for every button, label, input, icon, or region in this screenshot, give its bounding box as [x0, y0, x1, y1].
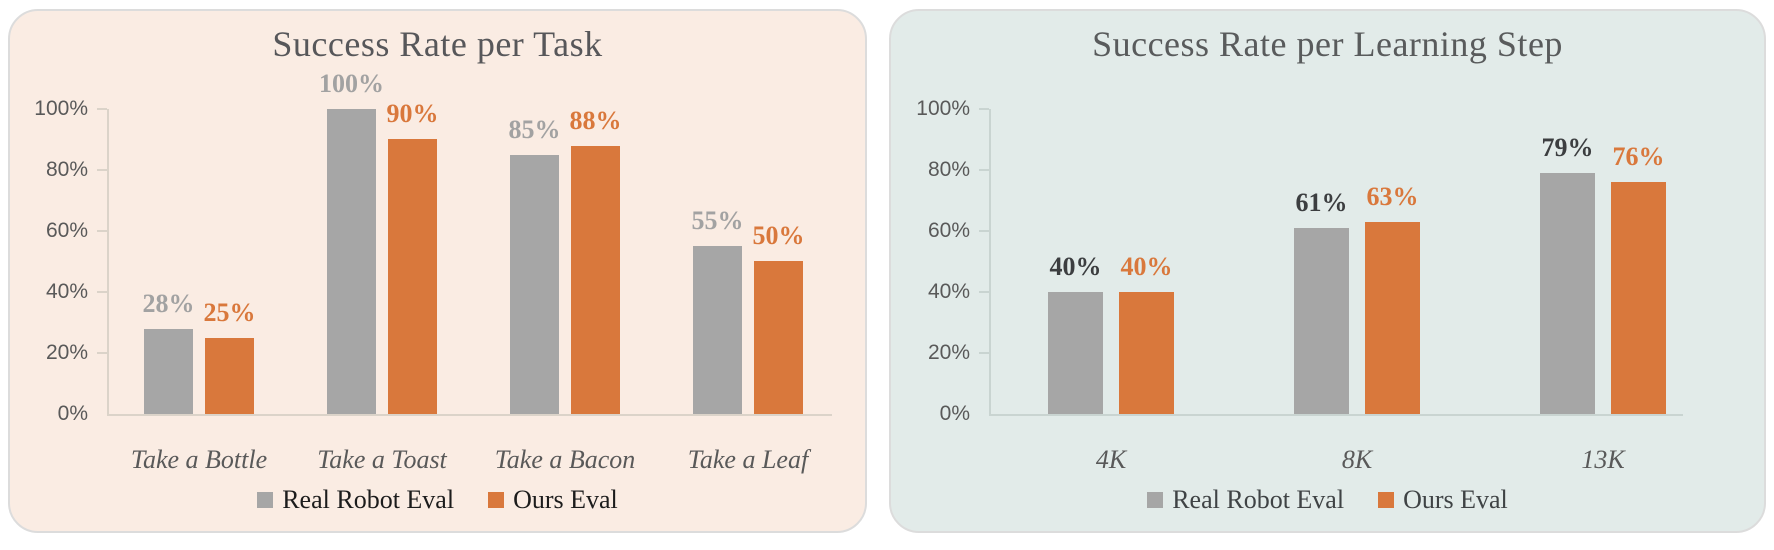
y-axis-line — [989, 109, 991, 414]
value-label-real-robot-3: 79% — [1541, 133, 1594, 162]
y-tick-label: 100% — [916, 97, 970, 120]
chart-title-task: Success Rate per Task — [272, 24, 603, 64]
y-axis-line — [107, 109, 109, 414]
y-tick-mark — [979, 230, 989, 232]
bar-ours-4 — [754, 261, 803, 414]
category-label-1: 4K — [1095, 445, 1127, 474]
category-label-2: 8K — [1341, 445, 1373, 474]
bar-real-robot-3 — [510, 155, 559, 414]
bar-real-robot-3 — [1540, 173, 1595, 414]
y-tick-mark — [97, 169, 107, 171]
y-tick-mark — [979, 169, 989, 171]
y-tick-mark — [979, 108, 989, 110]
legend-swatch-icon — [488, 492, 505, 508]
bar-ours-3 — [571, 146, 620, 414]
y-tick-mark — [97, 291, 107, 293]
bar-real-robot-4 — [693, 246, 742, 414]
bar-ours-2 — [1365, 222, 1420, 414]
y-tick-label: 100% — [34, 97, 88, 120]
y-tick-mark — [979, 352, 989, 354]
category-label-3: Take a Bacon — [494, 445, 636, 474]
y-tick-mark — [979, 291, 989, 293]
value-label-ours-4: 50% — [752, 221, 805, 250]
value-label-ours-2: 90% — [386, 99, 439, 128]
legend-swatch-icon — [257, 492, 274, 508]
learning-step-chart-panel: Success Rate per Learning Step 0% 20% 40% 6… — [889, 9, 1766, 533]
legend-label: Real Robot Eval — [282, 485, 455, 514]
value-label-ours-1: 40% — [1120, 252, 1173, 281]
category-label-2: Take a Toast — [317, 445, 447, 474]
value-label-real-robot-3: 85% — [508, 115, 561, 144]
value-label-real-robot-1: 40% — [1049, 252, 1102, 281]
y-tick-label: 80% — [927, 158, 970, 181]
y-tick-label: 80% — [45, 158, 88, 181]
value-label-real-robot-2: 100% — [319, 69, 384, 98]
bar-ours-1 — [205, 338, 254, 414]
value-label-ours-3: 76% — [1612, 142, 1665, 171]
y-tick-label: 20% — [927, 341, 970, 364]
y-tick-label: 0% — [57, 402, 88, 425]
category-label-1: Take a Bottle — [130, 445, 268, 474]
value-label-real-robot-2: 61% — [1295, 188, 1348, 217]
value-label-ours-2: 63% — [1366, 182, 1419, 211]
chart-title-learning-step: Success Rate per Learning Step — [1092, 24, 1563, 64]
bar-real-robot-2 — [327, 109, 376, 414]
value-label-real-robot-1: 28% — [142, 289, 195, 318]
legend-item-real-robot-eval: Real Robot Eval — [257, 485, 454, 515]
y-tick-label: 40% — [927, 280, 970, 303]
bar-real-robot-1 — [144, 329, 193, 414]
legend-label: Ours Eval — [1403, 485, 1508, 514]
legend-item-real-robot-eval: Real Robot Eval — [1147, 485, 1344, 515]
legend-item-ours-eval: Ours Eval — [1378, 485, 1508, 515]
task-success-chart-panel: Success Rate per Task 0% 20% 40% 60% 80% 100%… — [8, 9, 867, 533]
legend-label: Real Robot Eval — [1172, 485, 1345, 514]
task-chart-legend: Real Robot Eval Ours Eval — [10, 485, 865, 515]
legend-swatch-icon — [1378, 492, 1395, 508]
bar-ours-3 — [1611, 182, 1666, 414]
y-tick-mark — [97, 352, 107, 354]
value-label-ours-1: 25% — [203, 298, 256, 327]
y-tick-label: 40% — [45, 280, 88, 303]
y-tick-mark — [97, 230, 107, 232]
task-chart-plot-area: 0% 20% 40% 60% 80% 100% 28% 25% Take a Bottle 100… — [10, 11, 865, 531]
y-tick-label: 0% — [939, 402, 970, 425]
y-tick-mark — [97, 108, 107, 110]
y-tick-label: 60% — [927, 219, 970, 242]
legend-swatch-icon — [1147, 492, 1164, 508]
bar-ours-1 — [1119, 292, 1174, 414]
x-axis-line — [107, 414, 832, 416]
legend-item-ours-eval: Ours Eval — [488, 485, 618, 515]
x-axis-line — [989, 414, 1683, 416]
learning-step-chart-plot-area: 0% 20% 40% 60% 80% 100% 40% 40% 4K 61% 63% 8K 79% 76%… — [891, 11, 1764, 531]
y-tick-label: 20% — [45, 341, 88, 364]
category-label-3: 13K — [1581, 445, 1625, 474]
legend-label: Ours Eval — [513, 485, 618, 514]
value-label-ours-3: 88% — [569, 106, 622, 135]
learning-step-chart-legend: Real Robot Eval Ours Eval — [891, 485, 1764, 515]
y-tick-label: 60% — [45, 219, 88, 242]
bar-real-robot-1 — [1048, 292, 1103, 414]
value-label-real-robot-4: 55% — [691, 206, 744, 235]
bar-real-robot-2 — [1294, 228, 1349, 414]
bar-ours-2 — [388, 139, 437, 414]
category-label-4: Take a Leaf — [687, 445, 809, 474]
